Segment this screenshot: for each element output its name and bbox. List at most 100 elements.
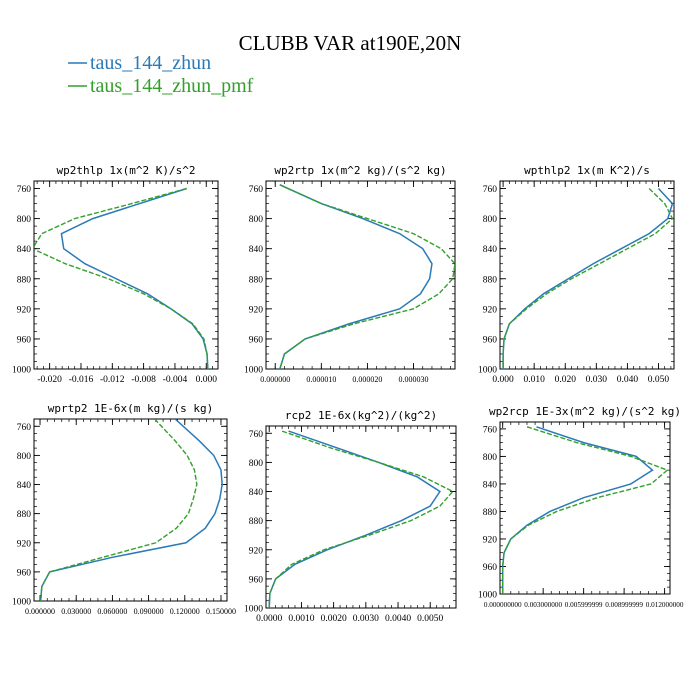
series-line-zhun-pmf — [502, 188, 674, 369]
x-tick-label: -0.012 — [100, 375, 125, 385]
y-tick-label: 920 — [249, 305, 264, 315]
y-tick-label: 920 — [17, 305, 32, 315]
x-tick-label: 0.000000 — [25, 607, 55, 616]
x-tick-label: 0.0040 — [385, 614, 411, 624]
x-tick-label: 0.000020 — [352, 375, 382, 384]
panel-title: rcp2 1E-6x(kg^2)/(kg^2) — [285, 409, 437, 422]
series-line-zhun-pmf — [268, 430, 454, 608]
panel-title: wp2rcp 1E-3x(m^2 kg)/(s^2 kg) — [489, 405, 681, 418]
y-tick-label: 800 — [17, 215, 32, 225]
x-tick-label: 0.000000000 — [484, 601, 522, 609]
plot-frame — [265, 180, 456, 370]
y-tick-label: 920 — [249, 546, 264, 556]
series-line-zhun — [268, 430, 441, 608]
plot-frame — [499, 180, 675, 370]
y-tick-label: 920 — [483, 305, 498, 315]
y-tick-label: 1000 — [478, 591, 497, 601]
y-tick-label: 800 — [483, 453, 498, 463]
x-tick-label: 0.030000 — [61, 607, 91, 616]
panels: wp2thlp 1x(m^2 K)/s^2 760 800 840 880 920 960 1… — [12, 164, 684, 624]
panel-5: rcp2 1E-6x(kg^2)/(kg^2) 760 800 840 880 920 96… — [244, 409, 457, 624]
x-tick-label: 0.030 — [586, 375, 608, 385]
panel-title: wp2rtp 1x(m^2 kg)/(s^2 kg) — [274, 164, 446, 177]
y-tick-label: 1000 — [478, 366, 497, 376]
series-line-zhun — [60, 187, 209, 369]
y-tick-label: 800 — [249, 215, 264, 225]
y-tick-label: 760 — [249, 185, 264, 195]
y-tick-label: 960 — [249, 335, 264, 345]
panel-title: wprtp2 1E-6x(m kg)/(s kg) — [48, 402, 214, 415]
legend-label-zhun-pmf: taus_144_zhun_pmf — [90, 75, 254, 97]
plot-frame — [499, 421, 671, 595]
series-line-zhun-pmf — [34, 187, 209, 369]
x-tick-label: 0.0050 — [417, 614, 443, 624]
plot-frame — [265, 425, 457, 609]
series-line-zhun-pmf — [39, 419, 198, 601]
x-tick-label: 0.000 — [196, 375, 218, 385]
y-tick-label: 880 — [249, 275, 264, 285]
y-tick-label: 880 — [483, 508, 498, 518]
y-tick-label: 960 — [249, 575, 264, 585]
y-tick-label: 920 — [483, 535, 498, 545]
x-tick-label: 0.000010 — [306, 375, 336, 384]
x-tick-label: 0.150000 — [206, 607, 236, 616]
y-tick-label: 760 — [249, 430, 264, 440]
y-tick-label: 1000 — [244, 605, 263, 615]
y-tick-label: 960 — [17, 335, 32, 345]
y-tick-label: 760 — [17, 185, 32, 195]
x-tick-label: 0.0000 — [256, 614, 282, 624]
x-tick-label: 0.000000 — [260, 375, 290, 384]
y-tick-label: 800 — [249, 459, 264, 469]
legend-label-zhun: taus_144_zhun — [90, 52, 211, 74]
x-tick-label: 0.040 — [617, 375, 639, 385]
x-tick-label: 0.0010 — [288, 614, 314, 624]
series-line-zhun — [39, 419, 223, 601]
y-tick-label: 760 — [483, 425, 498, 435]
y-tick-label: 800 — [483, 215, 498, 225]
x-tick-label: -0.020 — [37, 375, 62, 385]
x-tick-label: 0.0020 — [321, 614, 347, 624]
x-tick-label: 0.005999999 — [565, 601, 603, 609]
x-tick-label: 0.012000000 — [646, 601, 684, 609]
panel-1: wp2thlp 1x(m^2 K)/s^2 760 800 840 880 920 960 1… — [12, 164, 219, 385]
x-tick-label: 0.060000 — [97, 607, 127, 616]
x-tick-label: -0.008 — [131, 375, 156, 385]
x-tick-label: 0.000030 — [399, 375, 429, 384]
y-tick-label: 880 — [17, 510, 32, 520]
y-tick-label: 1000 — [12, 598, 31, 608]
x-tick-label: -0.016 — [69, 375, 94, 385]
panel-6: wp2rcp 1E-3x(m^2 kg)/(s^2 kg) 760 800 840 88… — [478, 405, 684, 609]
panel-4: wprtp2 1E-6x(m kg)/(s kg) 760 800 840 880 920… — [12, 402, 236, 616]
y-tick-label: 960 — [17, 568, 32, 578]
figure-title: CLUBB VAR at190E,20N — [239, 31, 462, 55]
x-tick-label: 0.020 — [555, 375, 577, 385]
series-line-zhun-pmf — [279, 184, 455, 369]
series-line-zhun — [501, 426, 654, 594]
y-tick-label: 1000 — [12, 366, 31, 376]
x-tick-label: 0.008999999 — [605, 601, 643, 609]
x-tick-label: 0.050 — [648, 375, 670, 385]
x-tick-label: 0.090000 — [134, 607, 164, 616]
y-tick-label: 840 — [483, 480, 498, 490]
x-tick-label: 0.120000 — [170, 607, 200, 616]
x-tick-label: -0.004 — [163, 375, 188, 385]
x-tick-label: 0.000 — [492, 375, 514, 385]
y-tick-label: 840 — [249, 488, 264, 498]
plot-frame — [33, 180, 219, 370]
y-tick-label: 960 — [483, 563, 498, 573]
x-tick-label: 0.003000000 — [524, 601, 562, 609]
y-tick-label: 840 — [17, 245, 32, 255]
panel-title: wpthlp2 1x(m K^2)/s — [524, 164, 650, 177]
legend: taus_144_zhun taus_144_zhun_pmf — [68, 52, 254, 97]
y-tick-label: 760 — [483, 185, 498, 195]
series-line-zhun — [502, 188, 674, 369]
plot-frame — [33, 418, 228, 602]
x-tick-label: 0.0030 — [353, 614, 379, 624]
y-tick-label: 1000 — [244, 366, 263, 376]
y-tick-label: 840 — [17, 481, 32, 491]
y-tick-label: 840 — [249, 245, 264, 255]
x-tick-label: 0.010 — [523, 375, 545, 385]
y-tick-label: 880 — [17, 275, 32, 285]
y-tick-label: 760 — [17, 423, 32, 433]
y-tick-label: 880 — [249, 517, 264, 527]
